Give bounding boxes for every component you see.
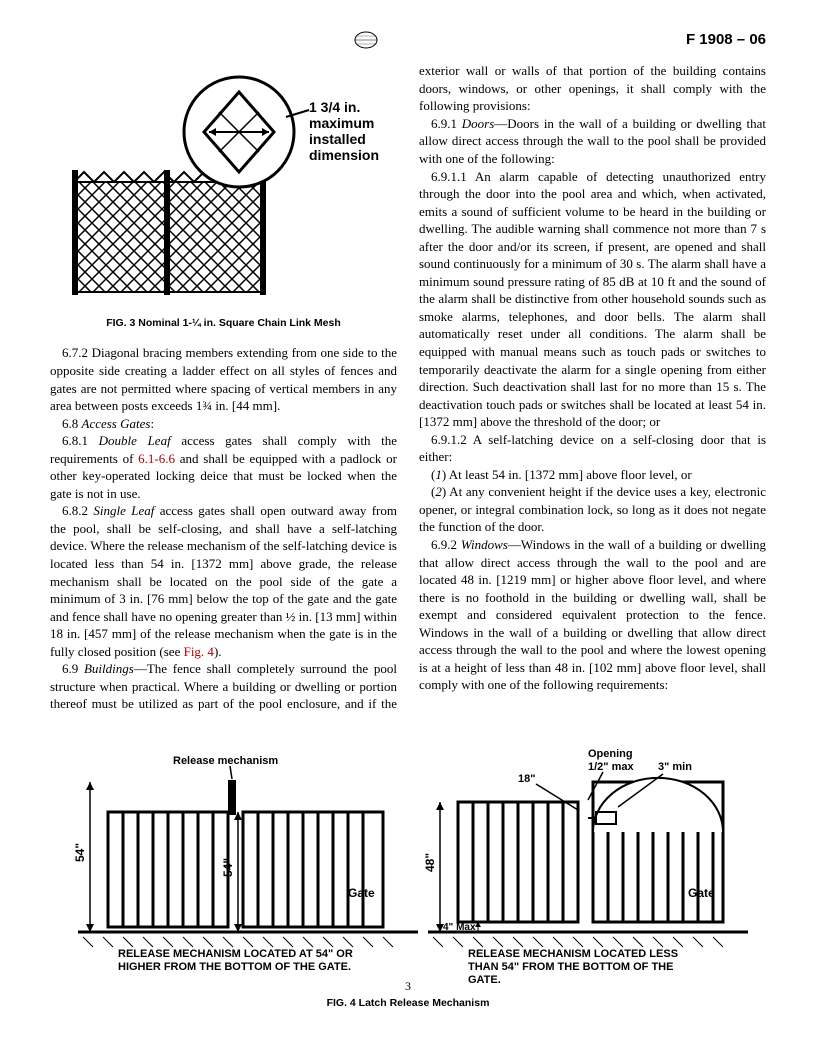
fig3-callout-3: installed <box>309 131 366 147</box>
fig4-left-caption-1: RELEASE MECHANISM LOCATED AT 54" OR <box>118 948 353 960</box>
para-6-7-2: 6.7.2 Diagonal bracing members extending… <box>50 344 397 414</box>
page-number: 3 <box>0 978 816 994</box>
svg-text:54": 54" <box>73 843 87 862</box>
para-6-9-1-2: 6.9.1.2 A self-latching device on a self… <box>419 431 766 466</box>
figure-4: Release mechanism Gate 54" 54" <box>50 732 766 1010</box>
fig3-callout-2: maximum <box>309 115 374 131</box>
page-header: F 1908 – 06 <box>50 30 766 50</box>
svg-text:1/2" max: 1/2" max <box>588 761 634 773</box>
para-6-8-1: 6.8.1 Double Leaf access gates shall com… <box>50 432 397 502</box>
para-6-9-1: 6.9.1 Doors—Doors in the wall of a build… <box>419 115 766 168</box>
fig3-callout-4: dimension <box>309 147 379 163</box>
fig4-svg: Release mechanism Gate 54" 54" <box>58 732 758 992</box>
para-6-8-2: 6.8.2 Single Leaf access gates shall ope… <box>50 502 397 660</box>
fig4-caption: FIG. 4 Latch Release Mechanism <box>50 996 766 1010</box>
svg-text:Gate: Gate <box>688 886 715 900</box>
para-list-1: (1) At least 54 in. [1372 mm] above floo… <box>419 466 766 484</box>
fig4-right-caption-2: THAN 54" FROM THE BOTTOM OF THE <box>468 961 673 973</box>
para-6-9-2: 6.9.2 Windows—Windows in the wall of a b… <box>419 536 766 694</box>
ref-6-1-6-6: 6.1-6.6 <box>138 451 175 466</box>
para-6-9-1-1: 6.9.1.1 An alarm capable of detecting un… <box>419 168 766 431</box>
fig4-right-caption-1: RELEASE MECHANISM LOCATED LESS <box>468 948 678 960</box>
body-columns: 1 3/4 in. maximum installed dimension FI… <box>50 62 766 722</box>
svg-text:Opening: Opening <box>588 748 633 760</box>
svg-text:48": 48" <box>423 853 437 872</box>
svg-text:54": 54" <box>221 858 235 877</box>
svg-text:3" min: 3" min <box>658 761 692 773</box>
header-designation: F 1908 – 06 <box>686 30 766 50</box>
svg-text:18": 18" <box>518 773 535 785</box>
ref-fig-4: Fig. 4 <box>184 644 214 659</box>
fig3-callout-1: 1 3/4 in. <box>309 99 360 115</box>
figure-3: 1 3/4 in. maximum installed dimension FI… <box>50 62 397 330</box>
svg-text:4" Max: 4" Max <box>443 922 476 933</box>
fig3-caption: FIG. 3 Nominal 1-¼ in. Square Chain Link… <box>50 316 397 330</box>
fig3-svg: 1 3/4 in. maximum installed dimension <box>64 62 384 312</box>
para-6-8: 6.8 Access Gates: <box>50 415 397 433</box>
svg-text:Release mechanism: Release mechanism <box>173 755 278 767</box>
page: F 1908 – 06 <box>0 0 816 1006</box>
astm-logo-icon <box>353 31 379 49</box>
svg-text:Gate: Gate <box>348 886 375 900</box>
fig4-left-caption-2: HIGHER FROM THE BOTTOM OF THE GATE. <box>118 961 351 973</box>
para-list-2: (2) At any convenient height if the devi… <box>419 483 766 536</box>
